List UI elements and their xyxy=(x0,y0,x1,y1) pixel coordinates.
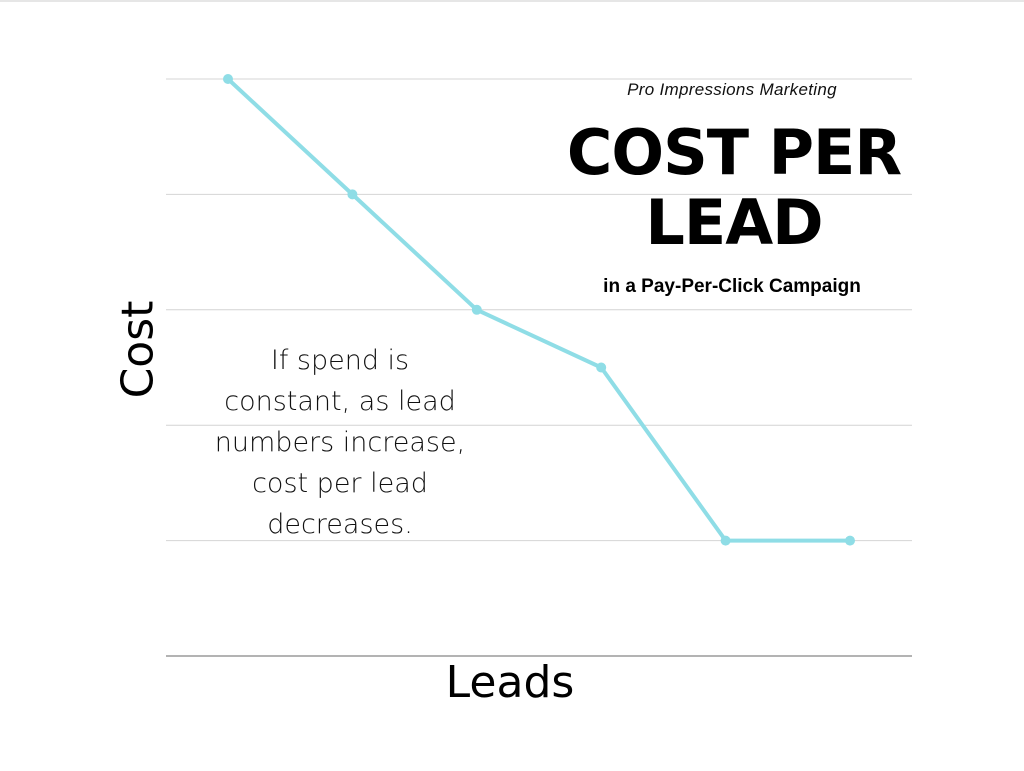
x-axis-label: Leads xyxy=(445,657,575,708)
data-point xyxy=(720,535,731,546)
data-points xyxy=(223,74,855,546)
chart-subtitle: in a Pay-Per-Click Campaign xyxy=(603,276,861,297)
data-point xyxy=(471,304,482,315)
data-point xyxy=(596,362,607,373)
series-line xyxy=(226,77,850,543)
chart-title-line-2: LEAD xyxy=(645,186,823,259)
y-axis-label: Cost xyxy=(112,300,164,399)
data-point xyxy=(223,74,233,84)
data-point xyxy=(845,535,855,546)
data-point xyxy=(347,189,358,200)
chart-annotation: If spend is constant, as lead numbers in… xyxy=(214,345,466,540)
chart-title-line-1: COST PER xyxy=(566,116,902,189)
top-border xyxy=(0,0,1024,2)
chart-title: COST PER LEAD xyxy=(540,118,928,258)
brand-name: Pro Impressions Marketing xyxy=(627,80,837,99)
